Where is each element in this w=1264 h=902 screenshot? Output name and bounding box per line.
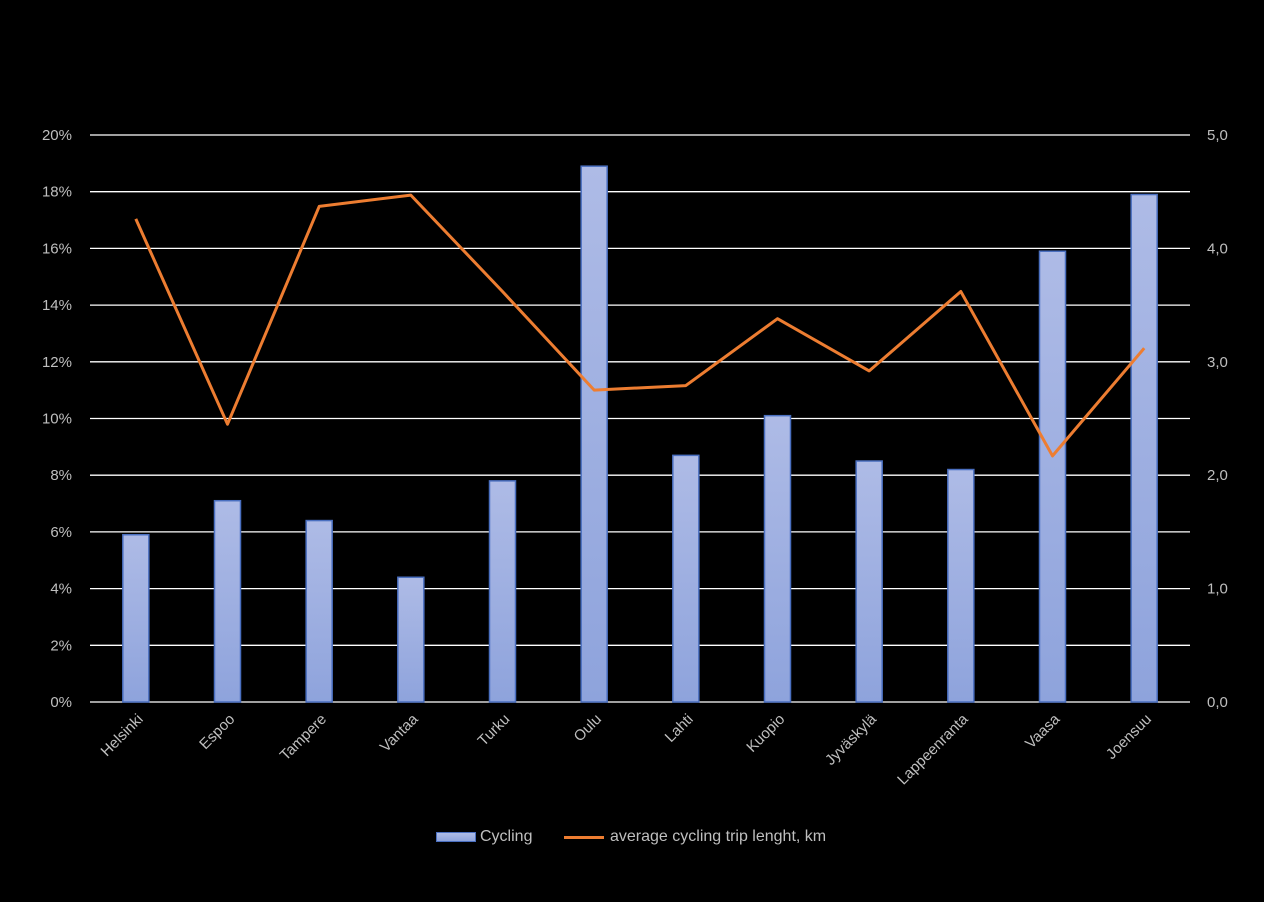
category-label: Helsinki bbox=[98, 711, 147, 760]
left-tick-label: 18% bbox=[42, 184, 72, 201]
category-label: Turku bbox=[475, 711, 514, 750]
left-tick-label: 10% bbox=[42, 411, 72, 428]
left-tick-label: 0% bbox=[50, 694, 72, 711]
left-tick-label: 8% bbox=[50, 467, 72, 484]
legend-bar-swatch bbox=[436, 832, 476, 842]
legend-item-trip-length: average cycling trip lenght, km bbox=[564, 826, 826, 848]
right-tick-label: 2,0 bbox=[1207, 467, 1228, 484]
left-tick-label: 20% bbox=[42, 127, 72, 144]
left-tick-label: 12% bbox=[42, 354, 72, 371]
left-tick-label: 14% bbox=[42, 297, 72, 314]
legend-label-trip-length: average cycling trip lenght, km bbox=[610, 828, 827, 845]
bar bbox=[397, 576, 425, 703]
bar bbox=[213, 499, 242, 703]
trip-length-line bbox=[134, 193, 1146, 458]
category-label: Vantaa bbox=[377, 710, 422, 755]
category-label: Lahti bbox=[662, 711, 697, 746]
gridlines bbox=[90, 134, 1190, 703]
bar bbox=[763, 414, 792, 703]
left-axis-ticks: 0% 2% 4% 6% 8% 10% 12% 14% 16% 18% 20% bbox=[42, 127, 72, 711]
category-label: Tampere bbox=[277, 711, 330, 764]
legend: Cycling average cycling trip lenght, km bbox=[0, 826, 1264, 848]
bar bbox=[947, 468, 975, 703]
category-label: Oulu bbox=[571, 711, 605, 745]
category-label: Kuopio bbox=[743, 711, 788, 756]
category-label: Lappeenranta bbox=[894, 710, 972, 788]
legend-line-swatch bbox=[564, 835, 604, 839]
legend-label-cycling: Cycling bbox=[480, 828, 533, 845]
left-tick-label: 4% bbox=[50, 581, 72, 598]
right-tick-label: 0,0 bbox=[1207, 694, 1228, 711]
right-tick-label: 1,0 bbox=[1207, 581, 1228, 598]
category-label: Vaasa bbox=[1022, 710, 1064, 752]
category-label: Jyväskylä bbox=[822, 710, 880, 768]
bar bbox=[1130, 193, 1158, 703]
bar bbox=[305, 519, 333, 703]
right-axis-ticks: 0,0 1,0 2,0 3,0 4,0 5,0 bbox=[1207, 127, 1228, 711]
category-label: Espoo bbox=[196, 711, 238, 753]
left-tick-label: 16% bbox=[42, 240, 72, 257]
bars bbox=[122, 165, 1158, 703]
bar bbox=[672, 454, 700, 703]
bar bbox=[580, 165, 608, 703]
category-label: Joensuu bbox=[1103, 711, 1155, 763]
bar bbox=[855, 460, 883, 703]
bar bbox=[488, 480, 517, 703]
legend-item-cycling: Cycling bbox=[436, 826, 532, 848]
bar bbox=[1038, 250, 1067, 703]
right-tick-label: 5,0 bbox=[1207, 127, 1228, 144]
right-tick-label: 3,0 bbox=[1207, 354, 1228, 371]
left-tick-label: 2% bbox=[50, 637, 72, 654]
category-labels: Helsinki Espoo Tampere Vantaa Turku Oulu Lahti… bbox=[98, 710, 1155, 788]
left-tick-label: 6% bbox=[50, 524, 72, 541]
right-tick-label: 4,0 bbox=[1207, 240, 1228, 257]
bar bbox=[122, 533, 150, 703]
